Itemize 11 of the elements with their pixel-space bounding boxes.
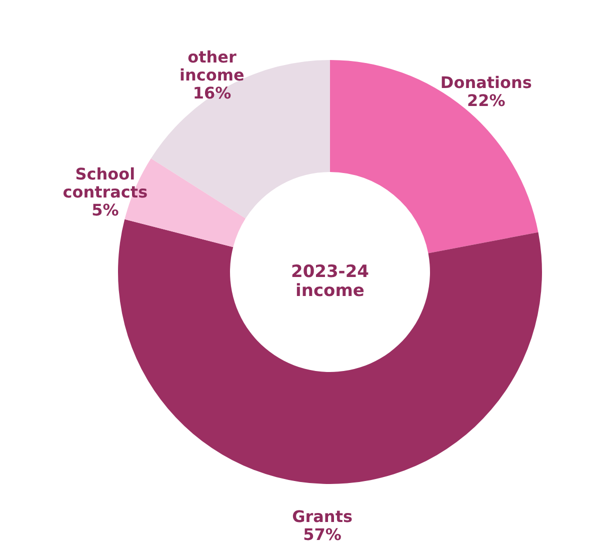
data-label: 57% — [303, 524, 342, 544]
slice-label: Donations — [440, 73, 532, 92]
data-label: 16% — [192, 83, 232, 102]
donut-slice — [118, 219, 542, 484]
data-label: 22% — [467, 91, 506, 110]
slice-label: other income — [180, 47, 245, 84]
data-label: 5% — [92, 200, 119, 220]
slice-label: Grants — [292, 506, 352, 526]
donut-slice — [330, 60, 538, 254]
text: 2023-24 income — [290, 262, 370, 301]
slice-label: School contracts — [62, 164, 148, 202]
